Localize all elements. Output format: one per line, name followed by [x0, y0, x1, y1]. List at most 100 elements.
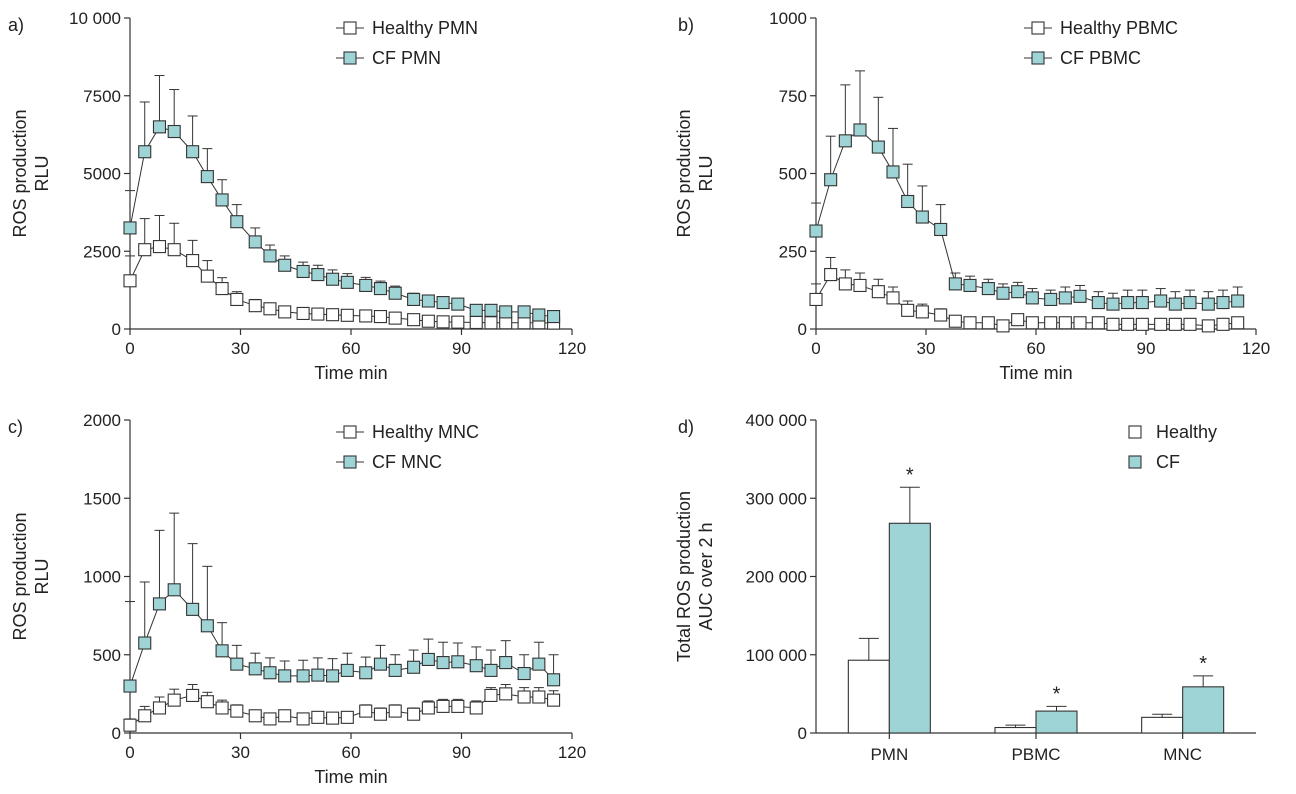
data-point	[901, 194, 915, 209]
data-point	[388, 704, 402, 718]
data-point	[963, 316, 977, 330]
data-point	[326, 711, 340, 725]
data-point	[248, 235, 262, 249]
data-point	[915, 305, 929, 319]
data-point	[373, 657, 388, 671]
x-category-label: PBMC	[1011, 745, 1060, 764]
data-point	[278, 258, 292, 272]
x-tick-label: 120	[558, 339, 586, 358]
y-tick-label: 7500	[83, 87, 121, 106]
data-point	[326, 272, 340, 286]
x-axis-title: Time min	[314, 363, 387, 383]
data-point	[248, 662, 262, 676]
data-point	[138, 636, 152, 650]
data-point	[340, 663, 354, 677]
y-tick-label: 100 000	[746, 646, 807, 665]
y-tick-label: 400 000	[746, 411, 807, 430]
data-point	[359, 278, 373, 293]
data-point	[138, 145, 152, 159]
chart-panel-3: c) ROS production RLU 0 500 1000 1500 2000 0 30 60…	[8, 411, 586, 787]
data-point	[1121, 317, 1135, 331]
data-point	[248, 709, 262, 723]
y-tick-label: 0	[798, 724, 807, 743]
data-point	[484, 663, 498, 677]
y-axis-title: ROS production RLU	[674, 109, 716, 237]
data-point	[532, 308, 546, 322]
data-point	[451, 297, 465, 311]
data-point	[469, 303, 483, 317]
data-point	[436, 656, 450, 670]
data-point	[901, 303, 915, 317]
data-point	[517, 305, 531, 319]
data-point	[499, 656, 513, 670]
data-point	[263, 302, 277, 316]
y-axis-title: Total ROS production AUC over 2 h	[674, 491, 716, 662]
data-point	[1201, 319, 1215, 333]
x-axis-title: Time min	[999, 363, 1072, 383]
data-point	[469, 315, 483, 330]
data-point	[1091, 296, 1105, 310]
data-point	[853, 278, 867, 293]
data-point	[934, 308, 948, 322]
legend-label: Healthy PBMC	[1060, 18, 1178, 38]
data-point	[215, 193, 229, 207]
data-point	[1025, 291, 1039, 305]
legend-label: CF PMN	[372, 48, 441, 68]
data-point	[311, 307, 325, 321]
data-point	[186, 254, 200, 268]
data-point	[499, 316, 513, 330]
data-point	[407, 292, 421, 307]
legend-marker	[1031, 51, 1045, 65]
data-point	[200, 170, 214, 184]
data-point	[248, 299, 262, 313]
legend-marker	[343, 425, 357, 439]
data-point	[230, 704, 244, 718]
legend-label: CF	[1156, 452, 1180, 472]
data-point	[138, 709, 152, 723]
data-point	[517, 690, 531, 704]
x-tick-label: 60	[342, 743, 361, 762]
data-point	[1183, 317, 1197, 331]
y-tick-label: 500	[93, 646, 121, 665]
data-point	[152, 120, 167, 134]
y-tick-label: 1500	[83, 489, 121, 508]
x-tick-label: 30	[231, 743, 250, 762]
data-point	[388, 286, 402, 300]
data-point	[215, 701, 229, 715]
data-point	[373, 707, 388, 721]
data-point	[1154, 317, 1168, 331]
data-point	[326, 669, 340, 683]
data-point	[469, 659, 483, 673]
data-point	[547, 673, 561, 687]
y-tick-label: 750	[779, 87, 807, 106]
data-point	[517, 316, 531, 330]
data-point	[871, 140, 885, 154]
data-point	[1154, 294, 1168, 308]
y-tick-label: 300 000	[746, 489, 807, 508]
series-cf	[123, 75, 561, 324]
data-point	[421, 294, 435, 308]
y-axis-title-line: ROS production	[10, 512, 30, 640]
y-axis-title: ROS production RLU	[10, 512, 52, 640]
data-point	[186, 602, 200, 616]
series-line	[129, 693, 554, 726]
data-point	[263, 666, 277, 680]
data-point	[981, 316, 995, 330]
data-point	[278, 305, 292, 319]
data-point	[123, 221, 137, 235]
data-point	[1135, 296, 1149, 310]
data-point	[340, 710, 354, 724]
data-point	[373, 310, 388, 324]
data-point	[948, 277, 962, 291]
significance-star: *	[1199, 653, 1207, 675]
data-point	[1091, 316, 1105, 330]
data-point	[809, 224, 823, 238]
data-point	[436, 699, 450, 713]
data-point	[296, 306, 310, 321]
data-point	[186, 688, 200, 702]
data-point	[809, 292, 823, 307]
legend-marker	[343, 455, 357, 469]
panel-label: a)	[8, 15, 24, 35]
data-point	[436, 296, 450, 310]
data-point	[451, 315, 465, 329]
